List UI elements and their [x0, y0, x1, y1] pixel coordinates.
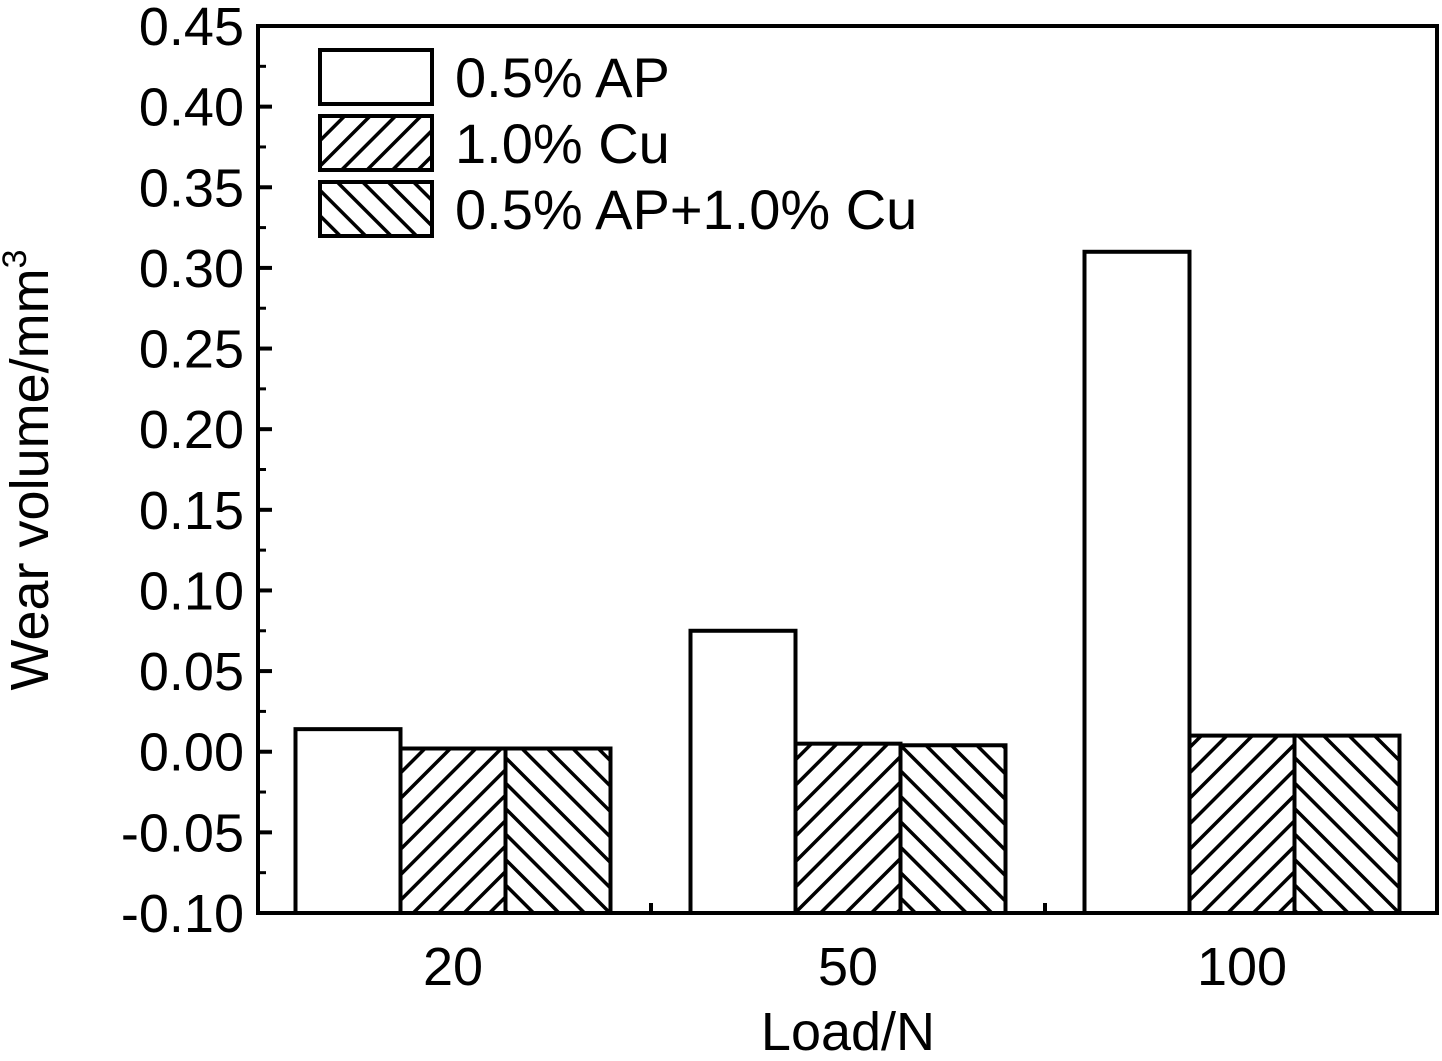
legend-swatch	[318, 114, 434, 172]
bar-0-5-ap-1-0-cu-50	[898, 743, 1008, 915]
bar-0-5-ap-1-0-cu-20	[503, 746, 613, 916]
legend-item: 0.5% AP+1.0% Cu	[318, 178, 917, 241]
bar-1-0-cu-20	[398, 746, 508, 916]
bar-0-5-ap-50	[688, 628, 798, 915]
legend-item: 1.0% Cu	[318, 112, 670, 175]
y-tick-label: 0.10	[139, 561, 244, 621]
x-tick-label: 20	[423, 937, 483, 997]
y-tick-label: 0.40	[139, 78, 244, 138]
x-axis-title: Load/N	[761, 1002, 935, 1056]
bars-layer	[293, 249, 1402, 916]
y-axis-title: Wear volume/mm3	[0, 249, 60, 690]
legend: 0.5% AP1.0% Cu0.5% AP+1.0% Cu	[318, 46, 917, 241]
y-tick-label: 0.15	[139, 481, 244, 541]
legend-label: 0.5% AP+1.0% Cu	[455, 178, 917, 241]
axes-layer: 0.45 0.40 0.35 0.30 0.25 0.20 0.15 0.10 0.05 0.00…	[121, 0, 1439, 997]
y-tick-label: 0.45	[139, 0, 244, 57]
y-tick-label: 0.30	[139, 239, 244, 299]
y-tick-label: 0.25	[139, 320, 244, 380]
legend-item: 0.5% AP	[318, 46, 670, 109]
bar-0-5-ap-100	[1082, 249, 1192, 916]
y-tick-label: 0.00	[139, 723, 244, 783]
y-tick-label: 0.20	[139, 400, 244, 460]
y-tick-label: -0.10	[121, 884, 244, 944]
bar-1-0-cu-100	[1187, 733, 1297, 915]
legend-swatch	[318, 180, 434, 238]
y-tick-label: 0.35	[139, 158, 244, 218]
x-tick-label: 50	[818, 937, 878, 997]
legend-label: 1.0% Cu	[455, 112, 670, 175]
y-tick-label: -0.05	[121, 803, 244, 863]
y-tick-label: 0.05	[139, 642, 244, 702]
bar-0-5-ap-1-0-cu-100	[1292, 733, 1402, 915]
legend-label: 0.5% AP	[455, 46, 670, 109]
legend-swatch	[318, 48, 434, 106]
bar-0-5-ap-20	[293, 727, 403, 916]
x-tick-label: 100	[1197, 937, 1287, 997]
bar-1-0-cu-50	[793, 741, 903, 915]
